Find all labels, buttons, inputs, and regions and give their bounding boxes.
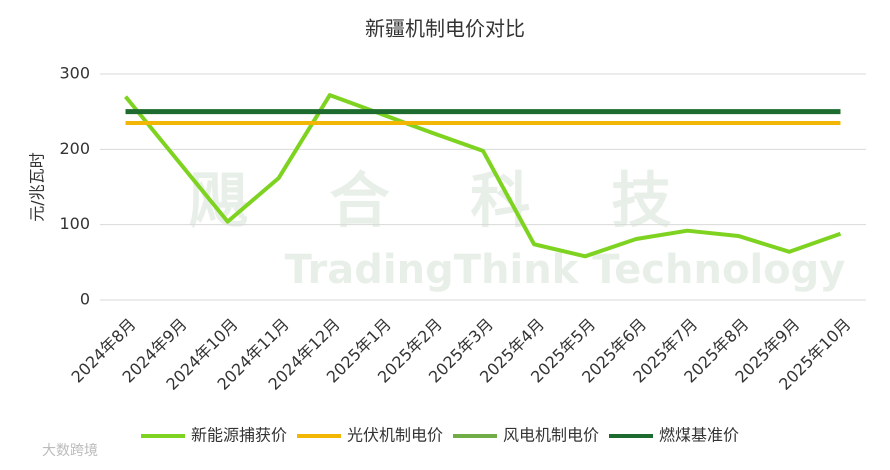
- y-tick-label: 100: [59, 214, 90, 233]
- legend-label: 光伏机制电价: [347, 426, 443, 445]
- legend-label: 风电机制电价: [503, 426, 599, 445]
- y-tick-label: 200: [59, 139, 90, 158]
- y-axis-title: 元/兆瓦时: [28, 152, 47, 221]
- legend-label: 新能源捕获价: [191, 426, 287, 445]
- watermark: TradingThink Technology: [285, 247, 846, 293]
- chart-title: 新疆机制电价对比: [365, 17, 525, 41]
- watermark: 大数跨境: [42, 443, 98, 459]
- watermark: 飓 合 科 技: [189, 167, 702, 237]
- legend-label: 燃煤基准价: [659, 426, 739, 445]
- y-tick-label: 0: [80, 290, 90, 309]
- y-tick-label: 300: [59, 64, 90, 83]
- series-line: [123, 93, 842, 259]
